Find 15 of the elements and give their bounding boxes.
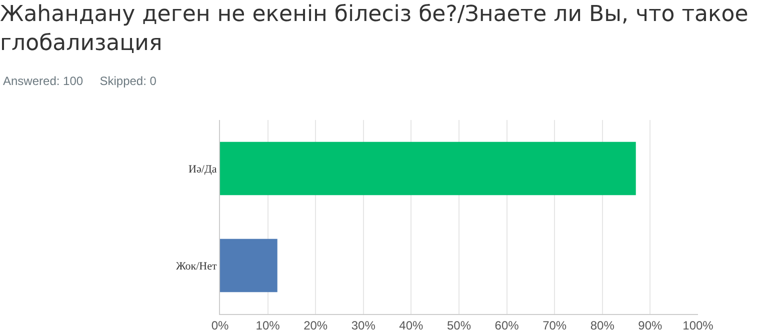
x-tick-label: 0% — [211, 318, 229, 332]
text: Answered: 100 Skipped: 0 — [3, 74, 156, 88]
x-tick-label: 90% — [638, 318, 663, 332]
x-tick-label: 60% — [494, 318, 520, 332]
x-tick-label: 10% — [256, 318, 280, 332]
x-tick-label: 20% — [304, 318, 328, 332]
x-tick-label: 40% — [399, 318, 424, 332]
x-tick-label: 50% — [446, 318, 472, 332]
x-tick-label: 30% — [351, 318, 376, 332]
y-tick-label: Иә/Да — [188, 163, 217, 176]
y-tick-label: Жок/Нет — [176, 260, 217, 272]
x-tick-label: 70% — [542, 318, 567, 332]
x-tick-label: 100% — [682, 318, 714, 332]
x-tick-label: 80% — [590, 318, 615, 332]
chart-title: Жаһандану деген не екенін білесіз бе?/Знаете ли Вы, что такое глобализация — [0, 1, 750, 58]
